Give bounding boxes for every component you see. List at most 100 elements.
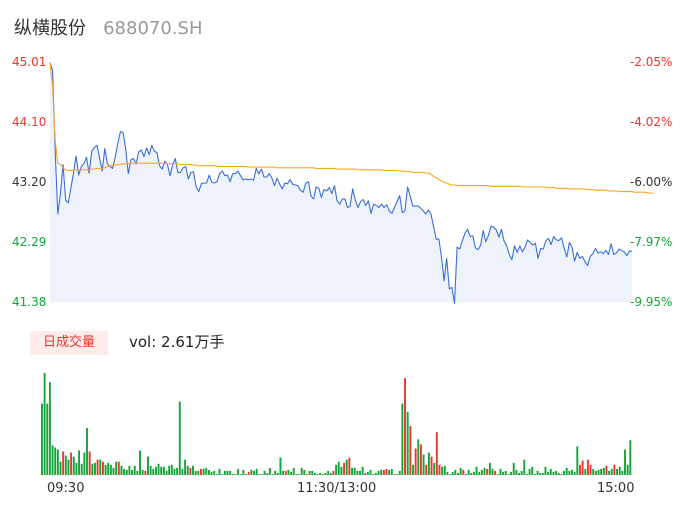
volume-bar [555,470,558,475]
volume-bar [109,464,112,475]
volume-bar [419,444,422,475]
volume-bar [54,447,57,475]
volume-bar [112,467,115,475]
volume-bar [457,473,459,475]
volume-bar [571,469,573,475]
price-chart [49,62,654,304]
time-tick-label: 11:30/13:00 [297,481,377,496]
volume-bar [359,470,361,475]
volume-bar [600,468,603,475]
volume-bar [221,474,224,475]
volume-bar [430,456,433,475]
stock-name: 纵横股份 [14,18,86,39]
time-tick-label: 15:00 [597,481,635,496]
volume-bar [557,473,560,475]
volume-bar [292,467,295,475]
volume-bar [348,457,351,475]
volume-bar [438,464,441,475]
volume-bar [406,411,409,475]
volume-bar [409,426,412,475]
volume-bar [486,468,489,475]
volume-bar [605,465,608,475]
volume-bar [581,460,584,475]
volume-bar [173,468,176,475]
volume-bar [258,474,261,475]
volume-bar [120,465,123,475]
volume-bar [435,432,438,475]
volume-bar [157,463,160,475]
stock-code: 688070.SH [103,18,203,39]
volume-bar [568,470,571,475]
volume-bar [353,467,356,475]
volume-bar [496,474,499,475]
volume-bar [602,467,605,475]
volume-bar [523,459,526,475]
volume-bar [385,468,388,475]
volume-bar [351,467,353,475]
volume-bar [520,470,523,475]
volume-bar [525,474,528,475]
price-tick-label: 41.38 [12,295,47,309]
price-tick-label: 43.20 [12,175,47,189]
volume-bar [563,470,565,475]
volume-bar [48,382,51,475]
volume-bar [192,465,194,475]
volume-bar [154,466,157,475]
volume-bar [149,465,152,475]
volume-bar [80,463,83,475]
volume-bar [253,470,255,475]
volume-bar [94,462,96,475]
volume-bar [128,465,131,475]
volume-bar [465,474,467,475]
volume-bar [472,471,475,475]
volume-bar [515,469,518,475]
volume-bar [504,470,507,475]
volume-bar [131,469,134,475]
volume-bar [186,465,189,475]
average-line [49,62,654,195]
volume-bar [99,459,102,475]
volume-bar [327,470,330,475]
volume-bar [462,469,465,475]
volume-bar [337,461,340,475]
volume-bar [115,461,118,475]
volume-bar [433,462,436,475]
volume-bar [475,466,478,475]
volume-bar [459,467,462,475]
volume-bar [279,457,282,475]
volume-bar [544,466,547,475]
volume-bar [311,470,314,475]
volume-bar [536,470,539,475]
percent-tick-label: -4.02% [630,115,673,129]
volume-bar [319,473,322,475]
volume-bar [626,464,629,475]
volume-bar [443,465,446,475]
volume-bar [43,373,46,475]
volume-bar [287,469,290,475]
volume-bar [101,461,104,475]
volume-bar [613,464,616,475]
volume-bar [274,470,277,475]
volume-bar [147,456,149,475]
volume-bar [401,403,404,475]
volume-bar [107,462,110,475]
volume-bar [213,470,216,475]
volume-bar [247,471,250,475]
volume-bar [197,470,200,475]
volume-bar [573,471,576,475]
volume-bar [255,468,258,475]
volume-bar [133,465,136,475]
volume-bar [507,474,510,475]
volume-bar [335,464,338,475]
volume-bar [610,468,613,475]
volume-bar [589,464,592,475]
volume-bar [62,451,65,475]
time-tick-label: 09:30 [47,481,85,496]
volume-bar [565,467,568,475]
volume-bar [226,470,229,475]
volume-bar [592,468,595,475]
volume-bar [75,462,78,475]
volume-bar [168,465,171,475]
volume-bar [441,466,444,475]
